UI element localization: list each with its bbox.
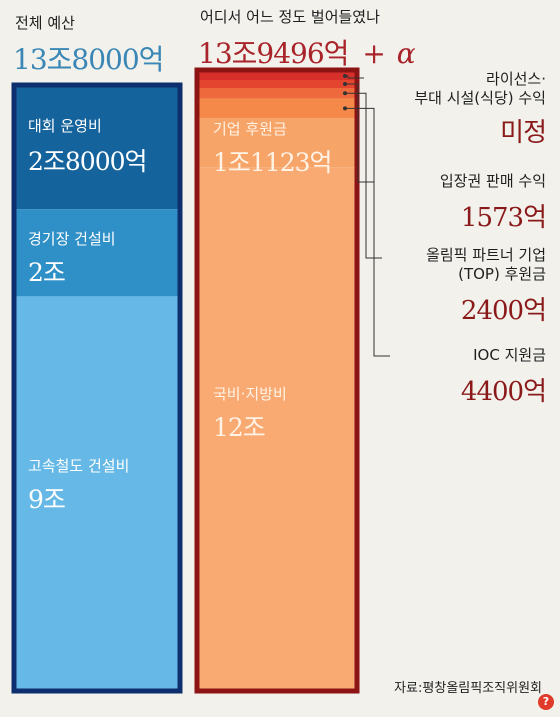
bar-segment (199, 88, 355, 99)
left-stacked-bar (16, 87, 178, 689)
bar-segment (16, 296, 178, 689)
annotation-label: (TOP) 후원금 (458, 265, 546, 283)
annotation-value: 미정 (500, 118, 547, 148)
right-segment-corporate: 기업 후원금 1조1123억 (213, 118, 333, 179)
bar-label: 국비·지방비 (213, 385, 287, 403)
bar-label: 기업 후원금 (213, 120, 287, 138)
source-credit: 자료:평창올림픽조직위원회 (394, 681, 542, 696)
annotation-value: 1573억 (460, 203, 547, 233)
left-chart-title: 전체 예산 (15, 14, 75, 32)
annotation-leader-lines (343, 74, 390, 357)
annotation-tickets: 입장권 판매 수익 1573억 (439, 172, 547, 234)
bar-label: 대회 운영비 (28, 117, 102, 135)
bar-label: 경기장 건설비 (28, 230, 116, 248)
right-total-alpha: α (396, 37, 416, 70)
right-bar-frame (194, 67, 360, 694)
annotation-label: 입장권 판매 수익 (439, 172, 546, 190)
annotation-label: IOC 지원금 (473, 346, 546, 364)
left-segment-operating: 대회 운영비 2조8000억 (28, 115, 148, 178)
annotation-licensing: 라이선스· 부대 시설(식당) 수익 미정 (414, 70, 547, 149)
question-icon[interactable]: ? (538, 694, 554, 710)
bar-value-label: 9조 (28, 485, 66, 514)
leader-dot (343, 82, 347, 86)
annotation-label: 부대 시설(식당) 수익 (414, 89, 546, 107)
annotation-value: 2400억 (460, 296, 547, 326)
leader-dot (343, 106, 347, 111)
bar-label: 고속철도 건설비 (28, 457, 130, 475)
bar-value-label: 2조 (28, 258, 66, 287)
left-chart-total: 13조8000억 (13, 43, 164, 76)
leader-dot (343, 91, 347, 96)
annotation-label: 라이선스· (486, 70, 546, 88)
annotation-ioc: IOC 지원금 4400억 (460, 346, 547, 408)
leader-line (345, 107, 390, 357)
bar-segment (199, 118, 355, 168)
bar-value-label: 12조 (213, 413, 266, 442)
annotation-top-partners: 올림픽 파트너 기업 (TOP) 후원금 2400억 (426, 246, 547, 327)
bar-segment (199, 72, 355, 80)
leader-dot (343, 74, 347, 78)
right-chart-total: 13조9496억 + α (198, 32, 416, 72)
right-total-plus: + (362, 37, 385, 70)
left-bar-frame (11, 82, 183, 694)
left-segment-railway: 고속철도 건설비 9조 (28, 455, 129, 516)
bar-value-label: 2조8000억 (28, 147, 148, 176)
right-chart-title: 어디서 어느 정도 벌어들였나 (200, 8, 380, 26)
annotation-value: 4400억 (460, 377, 547, 407)
annotation-label: 올림픽 파트너 기업 (426, 246, 546, 264)
left-segment-venues: 경기장 건설비 2조 (28, 228, 116, 289)
right-segment-government: 국비·지방비 12조 (213, 383, 287, 444)
bar-segment (16, 87, 178, 210)
bar-segment (199, 98, 355, 119)
right-total-value: 13조9496억 (198, 37, 349, 70)
bar-segment (199, 80, 355, 88)
bar-segment (16, 209, 178, 297)
bar-segment (199, 167, 355, 690)
bar-value-label: 1조1123억 (213, 148, 333, 177)
right-stacked-bar (199, 72, 355, 690)
